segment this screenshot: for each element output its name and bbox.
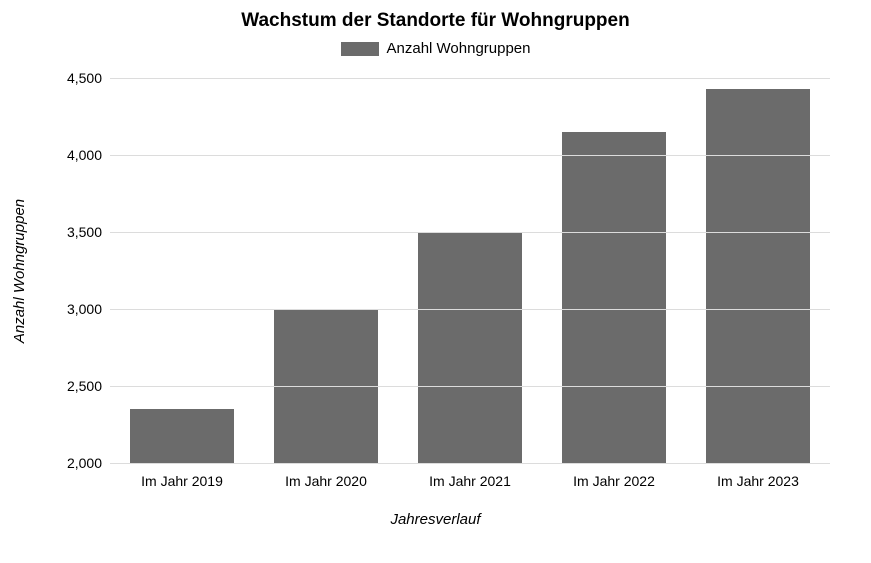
y-tick-label: 2,000 (67, 455, 110, 471)
legend-item: Anzahl Wohngruppen (341, 40, 531, 57)
y-tick-label: 2,500 (67, 378, 110, 394)
bars-container (110, 78, 830, 463)
y-tick-label: 4,500 (67, 70, 110, 86)
chart-legend: Anzahl Wohngruppen (0, 40, 871, 60)
x-axis-label: Jahresverlauf (0, 511, 871, 528)
legend-label: Anzahl Wohngruppen (387, 40, 531, 57)
bar (706, 89, 810, 463)
legend-swatch (341, 42, 379, 56)
bar (418, 232, 522, 463)
x-tick-label: Im Jahr 2021 (429, 463, 511, 489)
y-axis-label: Anzahl Wohngruppen (11, 198, 28, 342)
bar (130, 409, 234, 463)
bar (562, 132, 666, 463)
x-tick-label: Im Jahr 2020 (285, 463, 367, 489)
x-tick-label: Im Jahr 2022 (573, 463, 655, 489)
chart-title: Wachstum der Standorte für Wohngruppen (0, 10, 871, 32)
gridline (110, 155, 830, 156)
y-tick-label: 3,500 (67, 224, 110, 240)
y-tick-label: 3,000 (67, 301, 110, 317)
x-tick-label: Im Jahr 2023 (717, 463, 799, 489)
bar-chart: Wachstum der Standorte für Wohngruppen A… (0, 0, 871, 563)
gridline (110, 386, 830, 387)
plot-area: 2,0002,5003,0003,5004,0004,500Im Jahr 20… (110, 78, 830, 463)
gridline (110, 78, 830, 79)
x-tick-label: Im Jahr 2019 (141, 463, 223, 489)
gridline (110, 309, 830, 310)
y-tick-label: 4,000 (67, 147, 110, 163)
gridline (110, 232, 830, 233)
